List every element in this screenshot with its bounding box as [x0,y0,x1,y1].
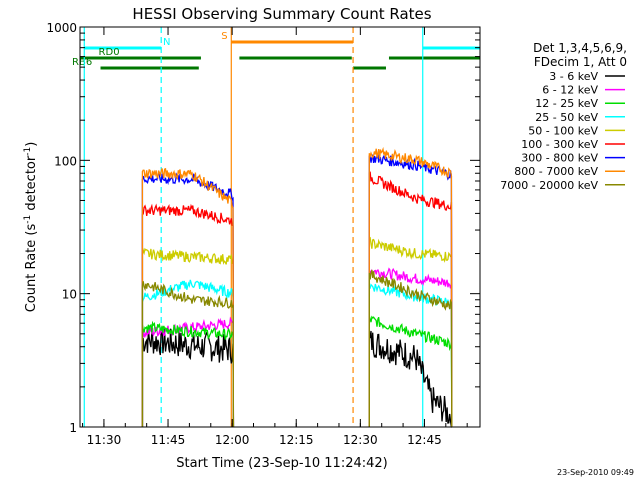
series-trace [368,330,453,428]
series-trace [368,171,453,428]
footer-timestamp: 23-Sep-2010 09:49 [557,468,634,477]
series-trace [141,203,235,428]
y-tick-label: 1 [69,421,77,435]
x-tick-label: 12:00 [215,433,250,447]
series-trace [141,326,235,428]
legend-label: 25 - 50 keV [535,111,598,124]
legend-header-1: Det 1,3,4,5,6,9, [533,41,627,55]
x-axis-label: Start Time (23-Sep-10 11:24:42) [176,456,387,471]
x-axis-ticks: 11:30 11:45 12:00 12:15 12:30 12:45 [82,27,468,447]
legend-label: 6 - 12 keV [542,84,598,97]
status-bar-label: RB6 [72,57,92,68]
status-bar-label: RD0 [99,47,120,58]
series-trace [368,236,453,428]
y-axis-label: Count Rate (s-1 detector-1) [23,142,39,313]
series-trace [141,247,235,428]
series-trace [368,267,453,428]
legend-label: 12 - 25 keV [535,97,598,110]
series-lines [141,146,453,428]
top-status-bars: N S RD0 RB6 [72,31,480,70]
chart-title: HESSI Observing Summary Count Rates [132,5,431,23]
series-trace [141,320,235,428]
series-trace [368,315,453,428]
x-tick-label: 12:30 [343,433,378,447]
legend-label: 50 - 100 keV [528,124,598,137]
legend-label: 3 - 6 keV [549,70,598,83]
series-trace [368,269,453,428]
plot-frame [79,26,481,428]
y-tick-label: 100 [54,154,77,168]
status-bar-label: N [163,37,170,48]
legend: Det 1,3,4,5,6,9, FDecim 1, Att 0 3 - 6 k… [500,41,627,192]
x-tick-label: 11:30 [87,433,122,447]
x-tick-label: 12:15 [279,433,314,447]
y-tick-label: 10 [62,288,77,302]
legend-label: 300 - 800 keV [521,152,598,165]
legend-label: 7000 - 20000 keV [500,179,598,192]
series-trace [368,154,453,428]
x-tick-label: 11:45 [151,433,186,447]
legend-label: 800 - 7000 keV [514,165,598,178]
status-bar-label: S [221,31,227,42]
legend-header-2: FDecim 1, Att 0 [534,55,627,69]
series-trace [141,281,235,428]
y-axis-ticks: 1 10 100 1000 [46,21,480,435]
legend-label: 100 - 300 keV [521,138,598,151]
series-trace [368,146,453,428]
y-tick-label: 1000 [46,21,77,35]
vertical-markers [83,27,424,427]
series-trace [141,167,235,428]
x-tick-label: 12:45 [407,433,442,447]
series-trace [368,283,453,428]
